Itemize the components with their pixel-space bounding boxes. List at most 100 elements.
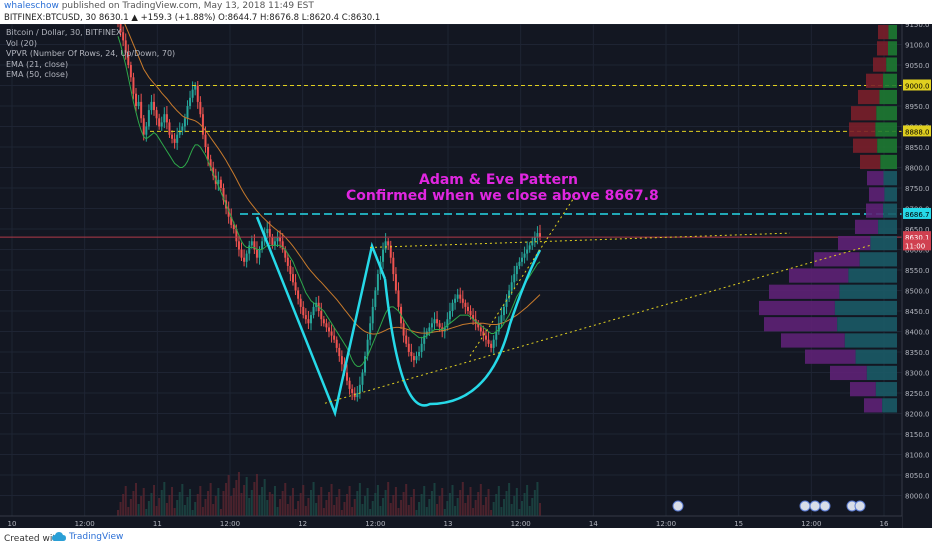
candle-body [137, 101, 140, 106]
candle-body [147, 110, 150, 127]
legend-ema21: EMA (21, close) [6, 59, 69, 69]
volume-bar [472, 508, 475, 516]
volume-bar [484, 497, 487, 516]
neckline [369, 232, 791, 248]
price-label-bg [903, 79, 931, 91]
candle-body [348, 380, 351, 389]
vpvr-up-bar [880, 154, 897, 170]
candle-body [279, 237, 282, 242]
candle-body [539, 233, 541, 238]
volume-bar [291, 488, 294, 516]
candle-body [309, 315, 312, 324]
volume-bar [369, 509, 372, 516]
volume-bar [353, 499, 356, 516]
x-tick-label: 16 [880, 520, 889, 528]
candle-body [297, 290, 300, 299]
x-tick-label: 12:00 [801, 520, 821, 528]
volume-bar [343, 502, 346, 516]
candle-body [189, 97, 192, 106]
volume-bar [232, 488, 235, 516]
vpvr-up-bar [870, 235, 897, 251]
volume-bar [183, 505, 186, 516]
chart-area[interactable]: 8000.0 8050.0 8100.0 8150.0 8200.0 8250.0 8300… [0, 24, 932, 528]
volume-bar [428, 499, 431, 516]
candle-body [369, 323, 372, 340]
volume-bar [366, 488, 369, 516]
candle-body [312, 306, 315, 316]
candle-body [209, 159, 212, 168]
volume-bar [217, 488, 220, 516]
tradingview-brand: TradingView [69, 532, 124, 542]
candle-body [531, 241, 534, 246]
volume-bar [168, 495, 171, 516]
volume-bar [178, 492, 181, 516]
volume-bar [160, 490, 163, 516]
candle-body [526, 249, 529, 254]
volume-bar [286, 504, 289, 516]
volume-bar [266, 500, 269, 516]
volume-bar [384, 490, 387, 516]
candle-body [194, 85, 197, 90]
username-link[interactable]: whaleschow [4, 1, 59, 11]
volume-bar [505, 491, 508, 516]
volume-bar [317, 495, 320, 516]
volume-bar [186, 497, 189, 516]
vpvr-down-bar [769, 284, 840, 299]
volume-bar [374, 493, 377, 516]
candle-body [330, 331, 333, 336]
candle-body [423, 335, 426, 344]
candle-body [176, 134, 179, 143]
vpvr-up-bar [859, 252, 897, 267]
vpvr-up-bar [848, 268, 897, 283]
vpvr-down-bar [855, 219, 879, 234]
volume-bar [397, 508, 400, 516]
volume-bar [219, 509, 222, 516]
candle-body [333, 335, 336, 340]
candle-body [497, 323, 500, 332]
volume-bar [423, 486, 426, 516]
candle-body [171, 134, 174, 139]
candle-body [273, 241, 276, 246]
candle-body [150, 101, 153, 111]
volume-bar [495, 494, 498, 516]
vpvr-up-bar [888, 25, 897, 40]
candle-body [479, 327, 482, 332]
volume-bar [181, 484, 184, 516]
volume-bar [127, 507, 130, 516]
candle-body [132, 77, 135, 94]
volume-bar [482, 505, 485, 516]
tradingview-logo[interactable]: TradingView [52, 532, 123, 542]
volume-bar [335, 497, 338, 516]
candle-body [415, 356, 418, 361]
vpvr-up-bar [875, 122, 897, 137]
vpvr-down-bar [860, 154, 881, 170]
candle-body [340, 356, 343, 365]
candle-body [250, 241, 253, 246]
candle-body [335, 339, 338, 348]
volume-bar [330, 484, 333, 516]
volume-bar [456, 498, 459, 516]
candle-body [140, 101, 143, 119]
candle-body [307, 319, 310, 324]
volume-bar [294, 509, 297, 516]
candle-body [490, 343, 493, 348]
volume-bar [273, 486, 276, 516]
vpvr-down-bar [853, 138, 878, 153]
candle-body [356, 393, 359, 398]
candle-body [430, 323, 433, 328]
eve-pattern-curve [383, 249, 542, 407]
footer-bar: Created with TradingView [0, 528, 932, 550]
volume-bar [364, 496, 367, 516]
candle-body [523, 253, 526, 258]
candle-body [412, 356, 415, 361]
vpvr-down-bar [789, 268, 849, 283]
chart-canvas[interactable]: 8000.0 8050.0 8100.0 8150.0 8200.0 8250.0 8300… [0, 24, 932, 528]
candle-body [500, 315, 503, 324]
volume-bar [176, 500, 179, 516]
vpvr-up-bar [834, 300, 897, 316]
candle-body [253, 241, 256, 250]
volume-bar [510, 504, 513, 516]
volume-bar [124, 486, 127, 516]
volume-bar [430, 491, 433, 516]
volume-bar [466, 495, 469, 516]
